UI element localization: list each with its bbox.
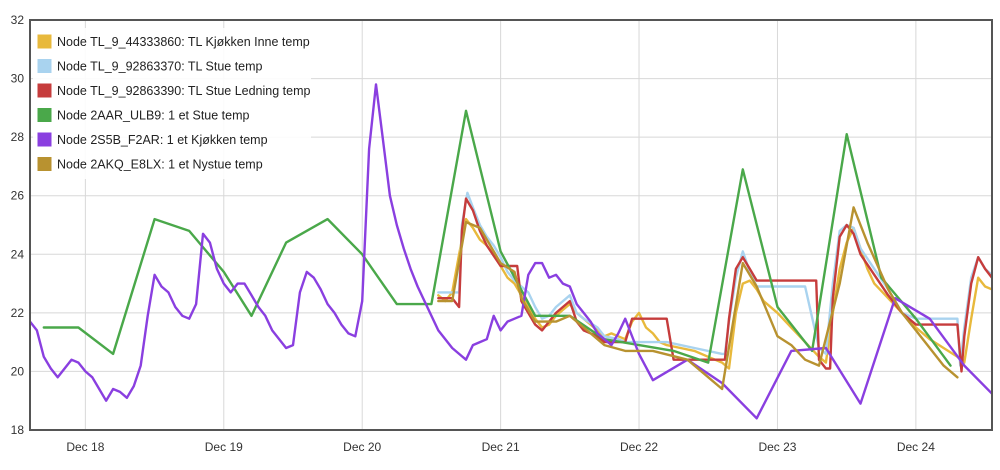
legend-label: Node TL_9_92863390: TL Stue Ledning temp [57, 84, 310, 98]
x-tick-label: Dec 22 [620, 440, 658, 454]
legend-label: Node 2AKQ_E8LX: 1 et Nystue temp [57, 158, 263, 172]
y-tick-label: 22 [11, 306, 25, 320]
legend-swatch [36, 107, 53, 123]
legend-swatch [36, 58, 53, 74]
series-line-4 [42, 109, 952, 367]
y-axis-tick-labels: 18 20 22 24 26 28 30 32 [11, 13, 25, 437]
legend-swatch [36, 33, 53, 50]
legend-item-1[interactable]: Node TL_9_44333860: TL Kjøkken Inne temp [36, 33, 310, 50]
legend-label: Node TL_9_44333860: TL Kjøkken Inne temp [57, 35, 310, 49]
legend-background [33, 28, 311, 179]
legend-item-4[interactable]: Node 2AAR_ULB9: 1 et Stue temp [36, 107, 250, 123]
y-tick-label: 24 [11, 247, 25, 261]
x-tick-label: Dec 23 [758, 440, 796, 454]
legend-item-3[interactable]: Node TL_9_92863390: TL Stue Ledning temp [36, 82, 310, 99]
series-line-5 [30, 83, 992, 420]
plot-frame [29, 19, 993, 431]
legend-label: Node TL_9_92863370: TL Stue temp [57, 60, 263, 74]
legend-item-5[interactable]: Node 2S5B_F2AR: 1 et Kjøkken temp [36, 131, 268, 148]
x-tick-label: Dec 18 [66, 440, 104, 454]
y-tick-label: 26 [11, 189, 25, 203]
legend-swatch [36, 82, 53, 99]
legend-label: Node 2S5B_F2AR: 1 et Kjøkken temp [57, 133, 268, 147]
legend-label: Node 2AAR_ULB9: 1 et Stue temp [57, 109, 250, 123]
legend[interactable]: Node TL_9_44333860: TL Kjøkken Inne temp… [33, 28, 311, 179]
y-tick-label: 28 [11, 130, 25, 144]
x-tick-label: Dec 24 [897, 440, 935, 454]
x-axis-tick-labels: Dec 18 Dec 19 Dec 20 Dec 21 Dec 22 Dec 23 Dec … [66, 440, 935, 454]
y-tick-label: 20 [11, 364, 25, 378]
y-tick-label: 32 [11, 13, 25, 27]
legend-item-2[interactable]: Node TL_9_92863370: TL Stue temp [36, 58, 263, 74]
x-tick-label: Dec 20 [343, 440, 381, 454]
series-line-1 [437, 217, 992, 370]
legend-swatch [36, 131, 53, 148]
legend-swatch [36, 156, 53, 172]
x-tick-label: Dec 21 [482, 440, 520, 454]
series-lines [30, 83, 992, 420]
legend-item-6[interactable]: Node 2AKQ_E8LX: 1 et Nystue temp [36, 156, 263, 172]
y-tick-label: 30 [11, 72, 25, 86]
y-tick-label: 18 [11, 423, 25, 437]
series-line-6 [437, 206, 959, 391]
x-tick-label: Dec 19 [205, 440, 243, 454]
